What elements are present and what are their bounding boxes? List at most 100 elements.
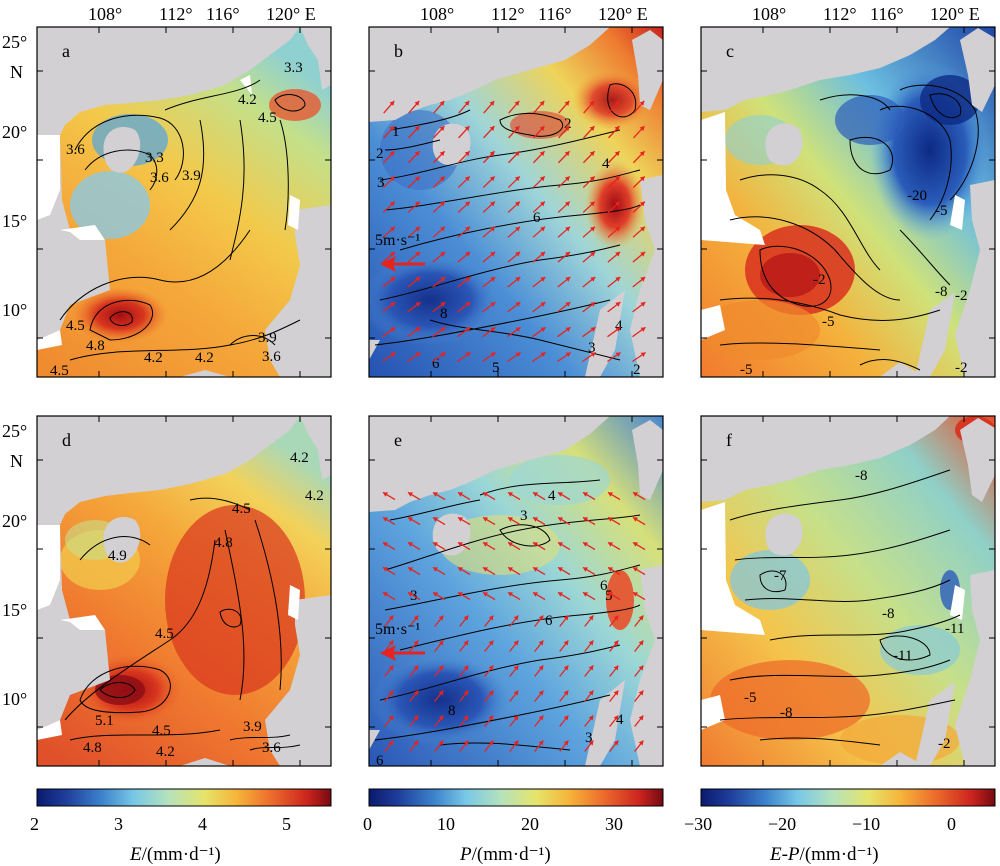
wind-arrowhead — [433, 542, 439, 547]
wind-arrow — [592, 765, 594, 766]
contour-label: 2 — [376, 146, 384, 162]
missing-c — [701, 112, 965, 340]
wind-arrowhead — [413, 690, 419, 696]
wind-arrowhead — [408, 542, 414, 547]
wind-arrowhead — [608, 592, 614, 597]
wind-arrowhead — [466, 378, 471, 382]
wind-arrowhead — [433, 492, 439, 497]
wind-arrowhead — [633, 592, 639, 597]
wind-arrowhead — [408, 492, 414, 497]
wind-arrowhead — [640, 251, 646, 257]
wind-arrowhead — [483, 567, 489, 572]
wind-arrowhead — [538, 640, 544, 646]
contour-label: 1 — [392, 124, 400, 140]
contour-labels-d: 4.5 4.8 5.1 4.5 4.8 4.2 3.9 3.6 4.2 4.2 … — [83, 450, 324, 760]
wind-arrowhead — [390, 302, 396, 307]
colorbar-tick-label: 4 — [198, 814, 207, 834]
wind-arrowhead — [463, 640, 469, 646]
wind-arrowhead — [388, 715, 394, 721]
panel-label-b: b — [394, 41, 403, 61]
wind-arrowhead — [383, 567, 389, 572]
lon-tick-label: 116° — [538, 4, 572, 24]
wind-arrow — [392, 765, 394, 766]
contour-label: 4.2 — [305, 488, 324, 504]
contour-label: 4.5 — [258, 110, 277, 126]
wind-arrowhead — [583, 492, 589, 497]
wind-arrowhead — [433, 567, 439, 572]
wind-arrowhead — [515, 327, 521, 332]
contour-label: 3.9 — [258, 330, 277, 346]
wind-arrowhead — [514, 100, 520, 106]
wind-arrowhead — [608, 567, 614, 572]
wind-arrowhead — [440, 352, 446, 358]
wind-arrow — [507, 378, 520, 387]
panel-e: 4 3 3 6 6 8 5 4 3 6 5m·s⁻¹ — [369, 416, 663, 766]
wind-arrowhead — [540, 251, 546, 257]
wind-arrowhead — [614, 100, 620, 106]
colorbar-title-var: E-P — [769, 844, 800, 865]
colorbar-tick-label: −30 — [684, 814, 712, 834]
wind-arrowhead — [458, 542, 464, 547]
lon-tick-labels: 108° 112° 116° 120° E 108° 112° 116° 120… — [88, 4, 980, 24]
colorbar-tick-label: 0 — [947, 814, 956, 834]
wind-arrowhead — [514, 201, 520, 207]
wind-arrowhead — [608, 517, 614, 522]
wind-arrowhead — [489, 100, 495, 106]
wind-arrowhead — [483, 492, 489, 497]
wind-arrowhead — [608, 542, 614, 547]
lon-tick-label: 120° E — [598, 4, 648, 24]
wind-arrowhead — [464, 100, 470, 106]
colorbar-p-title: P/(mm·d⁻¹) — [459, 844, 551, 865]
wind-arrowhead — [408, 517, 414, 522]
wind-arrowhead — [414, 176, 420, 182]
wind-arrowhead — [558, 592, 564, 597]
wind-arrowhead — [489, 201, 495, 207]
wind-arrowhead — [413, 665, 419, 671]
wind-arrowhead — [439, 151, 445, 157]
wind-arrowhead — [465, 327, 471, 332]
contour-label: -5 — [744, 690, 757, 706]
wind-arrowhead — [590, 327, 596, 332]
contour-label: 5 — [605, 588, 613, 604]
wind-arrowhead — [515, 352, 521, 358]
wind-arrowhead — [458, 492, 464, 497]
colorbar-tick-label: 30 — [605, 814, 623, 834]
wind-arrowhead — [533, 517, 539, 522]
wind-arrow — [492, 765, 494, 766]
wind-arrowhead — [465, 352, 471, 358]
wind-arrowhead — [533, 567, 539, 572]
lat-tick-label: 10° — [2, 689, 27, 709]
wind-arrowhead — [533, 542, 539, 547]
contour-label: -2 — [955, 360, 968, 376]
panel-label-c: c — [726, 41, 734, 61]
contour-labels-a: 4.2 4.5 3.6 3.3 3.6 3.9 4.5 4.8 4.2 3.9 … — [50, 60, 303, 377]
wind-arrowhead — [383, 492, 389, 497]
contours-d — [64, 497, 301, 751]
colorbar-p-gradient — [368, 788, 664, 807]
contour-label: 4.5 — [155, 626, 174, 642]
wind-arrowhead — [490, 327, 496, 332]
wind-arrowhead — [483, 517, 489, 522]
wind-arrowhead — [614, 176, 620, 182]
land-e — [369, 416, 663, 766]
panel-label-d: d — [62, 430, 71, 450]
wind-arrowhead — [465, 251, 471, 257]
wind-arrowhead — [558, 542, 564, 547]
wind-arrowhead — [508, 492, 514, 497]
wind-arrowhead — [615, 251, 621, 257]
wind-arrowhead — [490, 302, 496, 307]
wind-arrowhead — [514, 176, 520, 182]
wind-arrowhead — [638, 640, 644, 646]
lon-tick-label: 116° — [870, 4, 904, 24]
contour-label: 4.2 — [195, 350, 214, 366]
colorbar-tick-label: 2 — [30, 814, 39, 834]
wind-arrowhead — [538, 690, 544, 696]
contour-label: 6 — [432, 356, 440, 372]
panel-frames — [36, 26, 996, 767]
wind-arrowhead — [588, 715, 594, 721]
contour-label: -2 — [813, 272, 826, 288]
wind-arrowhead — [615, 327, 621, 332]
wind-arrowhead — [441, 378, 446, 382]
wind-arrow — [442, 765, 444, 766]
contour-label: 5.1 — [95, 713, 114, 729]
